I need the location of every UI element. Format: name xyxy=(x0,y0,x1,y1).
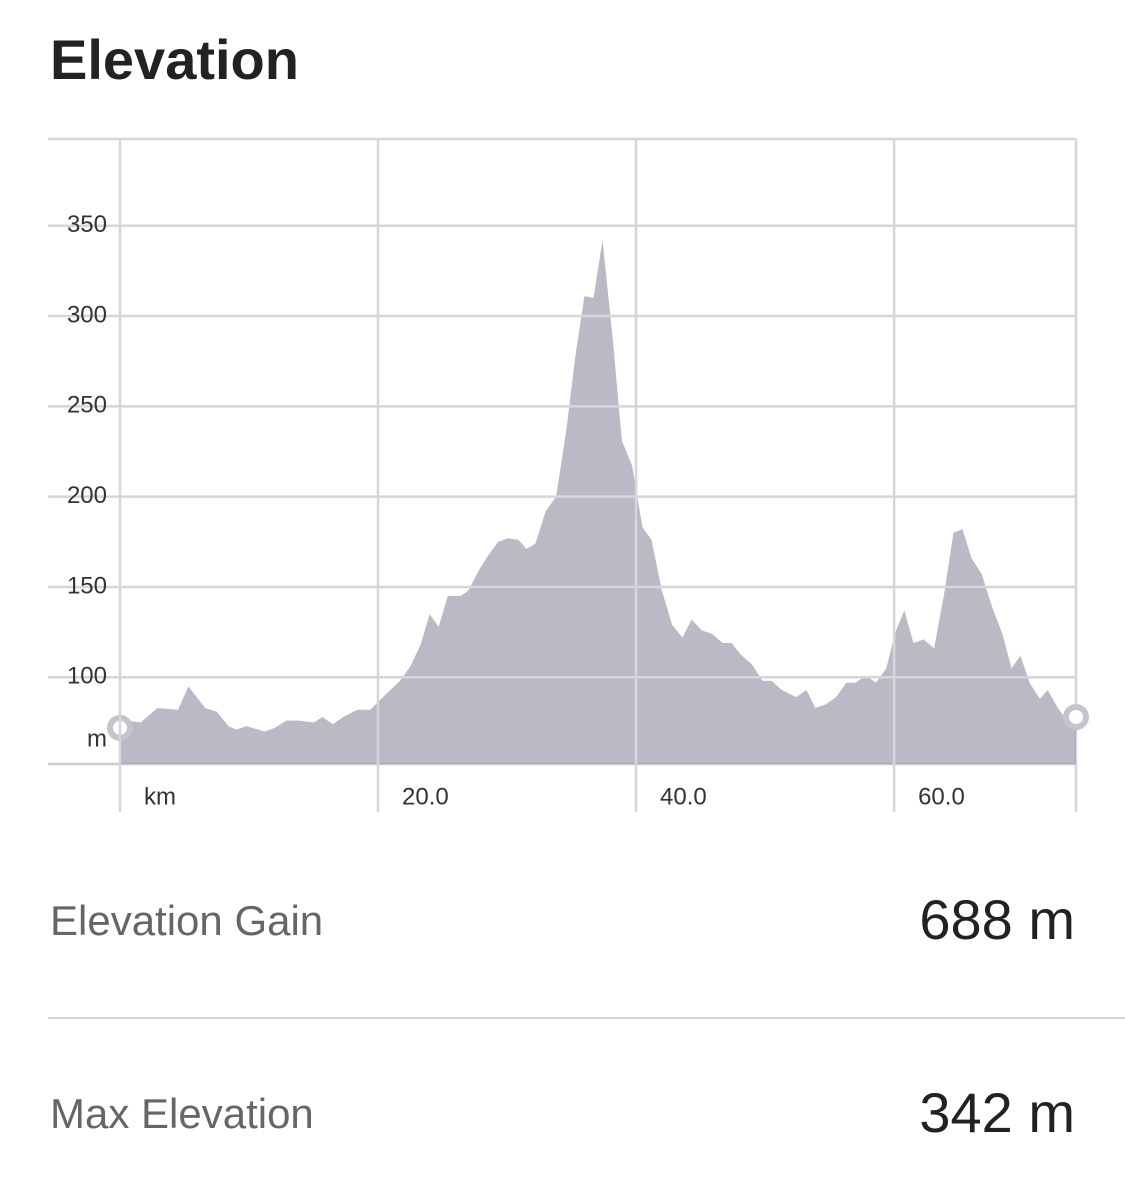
elevation-area xyxy=(120,240,1076,764)
y-tick-label: 150 xyxy=(67,572,107,599)
x-tick-label: 40.0 xyxy=(660,783,707,810)
y-axis-unit: m xyxy=(87,725,107,752)
y-tick-label: 350 xyxy=(67,211,107,238)
stat-label: Elevation Gain xyxy=(50,897,323,944)
x-tick-label: 20.0 xyxy=(402,783,449,810)
y-tick-label: 100 xyxy=(67,663,107,690)
y-tick-label: 200 xyxy=(67,482,107,509)
x-tick-label: km xyxy=(144,783,176,810)
endpoint-marker xyxy=(1063,704,1089,731)
title: Elevation xyxy=(50,28,299,91)
stat-value: 342 m xyxy=(919,1081,1075,1144)
x-tick-label: 60.0 xyxy=(918,783,965,810)
y-tick-label: 250 xyxy=(67,392,107,419)
stat-value: 688 m xyxy=(919,888,1075,951)
stat-label: Max Elevation xyxy=(50,1090,314,1137)
y-tick-label: 300 xyxy=(67,301,107,328)
